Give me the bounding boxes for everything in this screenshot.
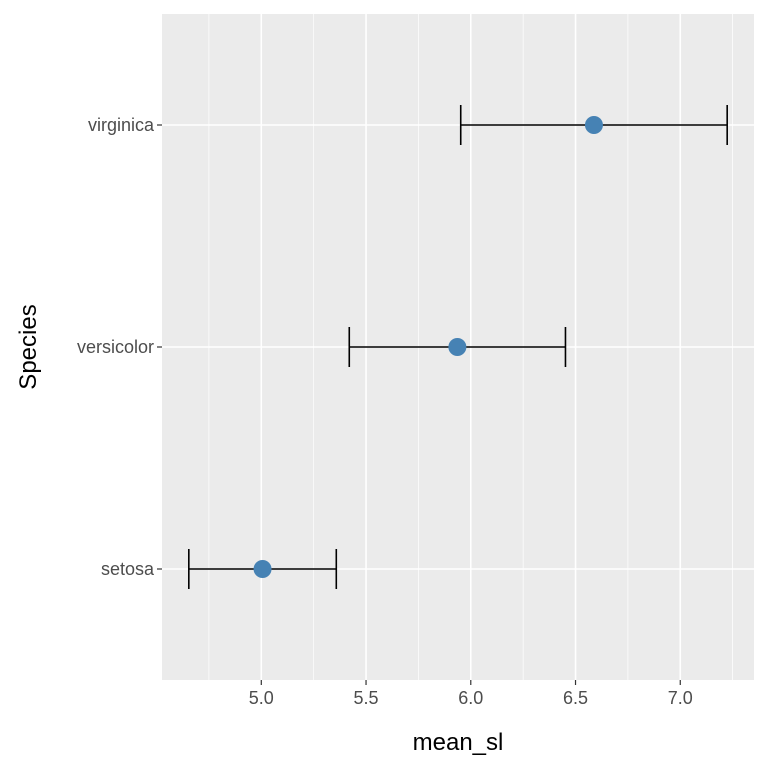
axis-ticks	[157, 124, 681, 685]
x-axis-title: mean_sl	[413, 729, 504, 756]
mean-point	[253, 560, 272, 578]
x-tick-label: 5.5	[354, 688, 379, 708]
y-tick-label: setosa	[101, 559, 155, 579]
x-tick-labels: 5.0 5.5 6.0 6.5 7.0	[249, 688, 693, 708]
y-tick-label: versicolor	[77, 337, 154, 357]
mean-point	[448, 338, 467, 356]
x-tick-label: 6.5	[563, 688, 588, 708]
x-tick-label: 7.0	[668, 688, 693, 708]
points	[253, 116, 603, 578]
x-tick-label: 6.0	[458, 688, 483, 708]
mean-point	[584, 116, 603, 134]
y-tick-labels: setosa versicolor virginica	[77, 115, 155, 579]
x-tick-label: 5.0	[249, 688, 274, 708]
y-axis-title: Species	[15, 304, 42, 389]
y-tick-label: virginica	[88, 115, 155, 135]
